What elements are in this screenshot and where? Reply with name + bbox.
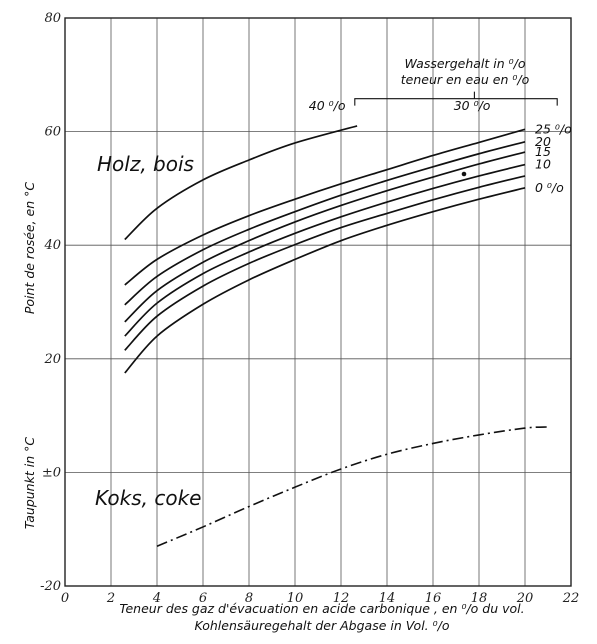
x-tick-label: 16 <box>425 591 442 606</box>
legend-title-de: Wassergehalt in ⁰/o <box>405 56 526 71</box>
y-axis-label-top: Point de rosée, en °C <box>22 182 37 315</box>
x-tick-label: 14 <box>379 591 396 606</box>
x-tick-label: 12 <box>333 591 350 606</box>
x-tick-label: 10 <box>287 591 304 606</box>
holz-curve-4 <box>124 163 526 337</box>
holz-curve-6 <box>124 187 526 374</box>
x-tick-labels: 0 2 4 6 8 10 12 14 16 18 20 22 <box>61 591 579 606</box>
holz-curve-5 <box>124 175 526 351</box>
y-axis-label-bottom: Taupunkt in °C <box>22 437 37 529</box>
y-tick-labels: 80 60 40 20 ±0 -20 <box>40 11 61 594</box>
series-label: 15 <box>535 144 551 159</box>
group-label-koks: Koks, coke <box>95 486 201 510</box>
group-label-holz: Holz, bois <box>97 152 194 176</box>
x-tick-label: 22 <box>562 591 580 606</box>
x-tick-label: 20 <box>516 591 534 606</box>
holz-curve-2 <box>124 141 526 306</box>
legend-title-fr: teneur en eau en ⁰/o <box>401 72 530 87</box>
y-tick-label: 20 <box>43 352 61 367</box>
koks-curve-line <box>156 426 549 547</box>
x-tick-label: 18 <box>471 591 488 606</box>
plot-frame <box>64 17 572 587</box>
holz-curves <box>124 125 526 374</box>
y-tick-label: ±0 <box>42 465 61 480</box>
series-label: 25 ⁰/o <box>535 121 572 136</box>
x-tick-label: 2 <box>106 591 115 606</box>
grid <box>65 18 571 586</box>
koks-curve <box>156 426 549 547</box>
bracket-label-30: 30 ⁰/o <box>454 98 491 113</box>
holz-curve-0 <box>124 125 358 241</box>
bracket-label-40: 40 ⁰/o <box>309 98 346 113</box>
legend-bracket <box>354 98 558 106</box>
series-label: 10 <box>535 157 551 172</box>
y-tick-label: 40 <box>43 238 61 253</box>
x-tick-label: 8 <box>245 591 253 606</box>
x-tick-label: 6 <box>199 591 207 606</box>
y-tick-label: 80 <box>44 11 61 26</box>
x-axis-label-fr: Teneur des gaz d'évacuation en acide car… <box>119 601 524 616</box>
x-tick-label: 4 <box>152 591 161 606</box>
holz-curve-1 <box>124 128 526 286</box>
x-axis-label-de: Kohlensäuregehalt der Abgase in Vol. ⁰/o <box>194 618 449 633</box>
y-tick-label: 60 <box>44 125 61 140</box>
holz-curve-3 <box>124 151 526 323</box>
y-tick-label: -20 <box>40 579 61 594</box>
data-dot <box>461 171 467 177</box>
series-label: 0 ⁰/o <box>535 180 564 195</box>
x-tick-label: 0 <box>61 591 69 606</box>
series-label: 20 <box>535 134 551 149</box>
